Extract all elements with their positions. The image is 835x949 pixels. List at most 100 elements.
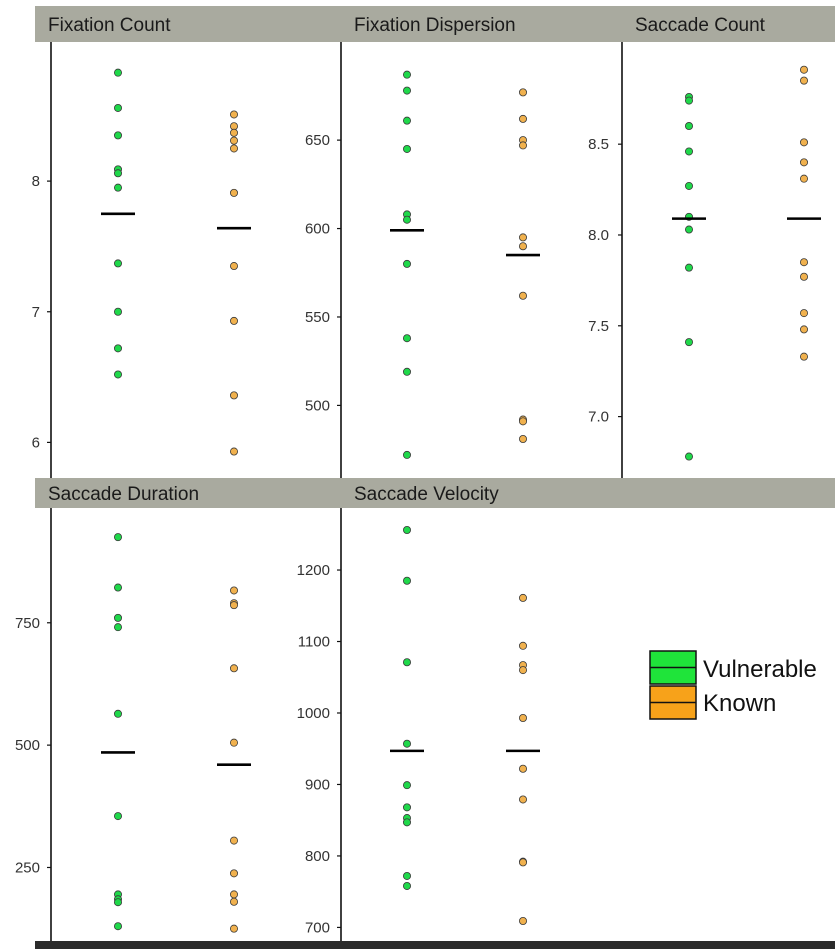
y-tick-label: 500 (15, 737, 40, 754)
point-vulnerable (402, 526, 411, 535)
point-known (519, 242, 528, 251)
panels: Fixation Count 6 7 8 Fixation Dispersion 500 5… (15, 15, 821, 941)
y-tick-label: 1100 (298, 634, 330, 651)
point-vulnerable (114, 344, 123, 353)
point-known (229, 869, 238, 878)
y-tick-label: 900 (305, 776, 330, 793)
point-vulnerable (114, 922, 123, 931)
point-known (229, 586, 238, 595)
panel-title: Fixation Count (48, 15, 171, 36)
legend-label-known: Known (703, 690, 776, 717)
point-vulnerable (685, 263, 694, 272)
point-known (229, 447, 238, 456)
point-vulnerable (114, 623, 123, 632)
point-known (519, 858, 528, 867)
y-tick-label: 750 (15, 615, 40, 632)
point-vulnerable (114, 533, 123, 542)
point-vulnerable (114, 709, 123, 718)
y-tick-label: 700 (305, 919, 330, 936)
point-vulnerable (402, 781, 411, 790)
point-vulnerable (402, 86, 411, 95)
point-vulnerable (114, 183, 123, 192)
point-vulnerable (402, 871, 411, 880)
legend-label-vulnerable: Vulnerable (703, 656, 817, 683)
point-vulnerable (402, 739, 411, 748)
point-vulnerable (402, 576, 411, 585)
y-tick-label: 650 (305, 132, 330, 149)
panel-saccade-duration: Saccade Duration 250 500 750 (15, 484, 251, 941)
point-known (229, 316, 238, 325)
point-vulnerable (685, 181, 694, 190)
point-vulnerable (402, 259, 411, 268)
point-vulnerable (402, 881, 411, 890)
panel-title: Saccade Velocity (354, 484, 499, 505)
point-known (519, 593, 528, 602)
point-vulnerable (114, 812, 123, 821)
y-tick-label: 1000 (297, 705, 330, 722)
point-known (229, 890, 238, 899)
point-known (519, 233, 528, 242)
point-known (519, 795, 528, 804)
y-tick-label: 7 (32, 304, 40, 321)
point-vulnerable (685, 338, 694, 347)
point-known (229, 601, 238, 610)
point-vulnerable (402, 658, 411, 667)
y-tick-label: 8.0 (588, 227, 609, 244)
point-known (519, 641, 528, 650)
y-tick-label: 7.5 (588, 318, 609, 335)
y-tick-label: 250 (15, 859, 40, 876)
point-known (519, 916, 528, 925)
point-vulnerable (114, 898, 123, 907)
panel-saccade-velocity: Saccade Velocity 700 800 900 1000 1100 1200 (297, 484, 540, 941)
panel-title: Fixation Dispersion (354, 15, 516, 36)
top-strip-band (35, 6, 835, 42)
y-tick-label: 550 (305, 309, 330, 326)
point-known (519, 435, 528, 444)
point-vulnerable (114, 583, 123, 592)
point-known (800, 309, 809, 318)
point-known (229, 897, 238, 906)
point-vulnerable (114, 613, 123, 622)
point-known (229, 391, 238, 400)
point-known (800, 174, 809, 183)
point-vulnerable (402, 144, 411, 153)
point-vulnerable (114, 103, 123, 112)
point-known (229, 924, 238, 933)
point-vulnerable (402, 116, 411, 125)
point-vulnerable (402, 70, 411, 79)
point-vulnerable (685, 225, 694, 234)
bottom-bar (35, 941, 835, 949)
y-tick-label: 6 (32, 434, 40, 451)
point-known (519, 666, 528, 675)
point-vulnerable (114, 68, 123, 77)
point-known (519, 764, 528, 773)
point-vulnerable (685, 452, 694, 461)
point-vulnerable (114, 307, 123, 316)
panel-saccade-count: Saccade Count 7.0 7.5 8.0 8.5 (588, 15, 821, 478)
point-vulnerable (114, 131, 123, 140)
point-known (800, 76, 809, 85)
legend: Vulnerable Known (649, 650, 817, 720)
point-known (519, 141, 528, 150)
point-known (229, 664, 238, 673)
y-tick-label: 500 (305, 397, 330, 414)
point-known (229, 110, 238, 119)
point-known (519, 417, 528, 426)
point-known (229, 144, 238, 153)
point-vulnerable (114, 370, 123, 379)
point-known (800, 258, 809, 267)
point-known (229, 188, 238, 197)
point-known (519, 114, 528, 123)
point-known (800, 325, 809, 334)
point-known (800, 65, 809, 74)
point-known (229, 128, 238, 137)
bottom-strip-band (35, 478, 835, 508)
y-tick-label: 1200 (297, 562, 330, 579)
panel-title: Saccade Duration (48, 484, 199, 505)
point-known (519, 88, 528, 97)
point-known (519, 713, 528, 722)
point-known (229, 122, 238, 131)
y-tick-label: 800 (305, 848, 330, 865)
point-known (800, 138, 809, 147)
